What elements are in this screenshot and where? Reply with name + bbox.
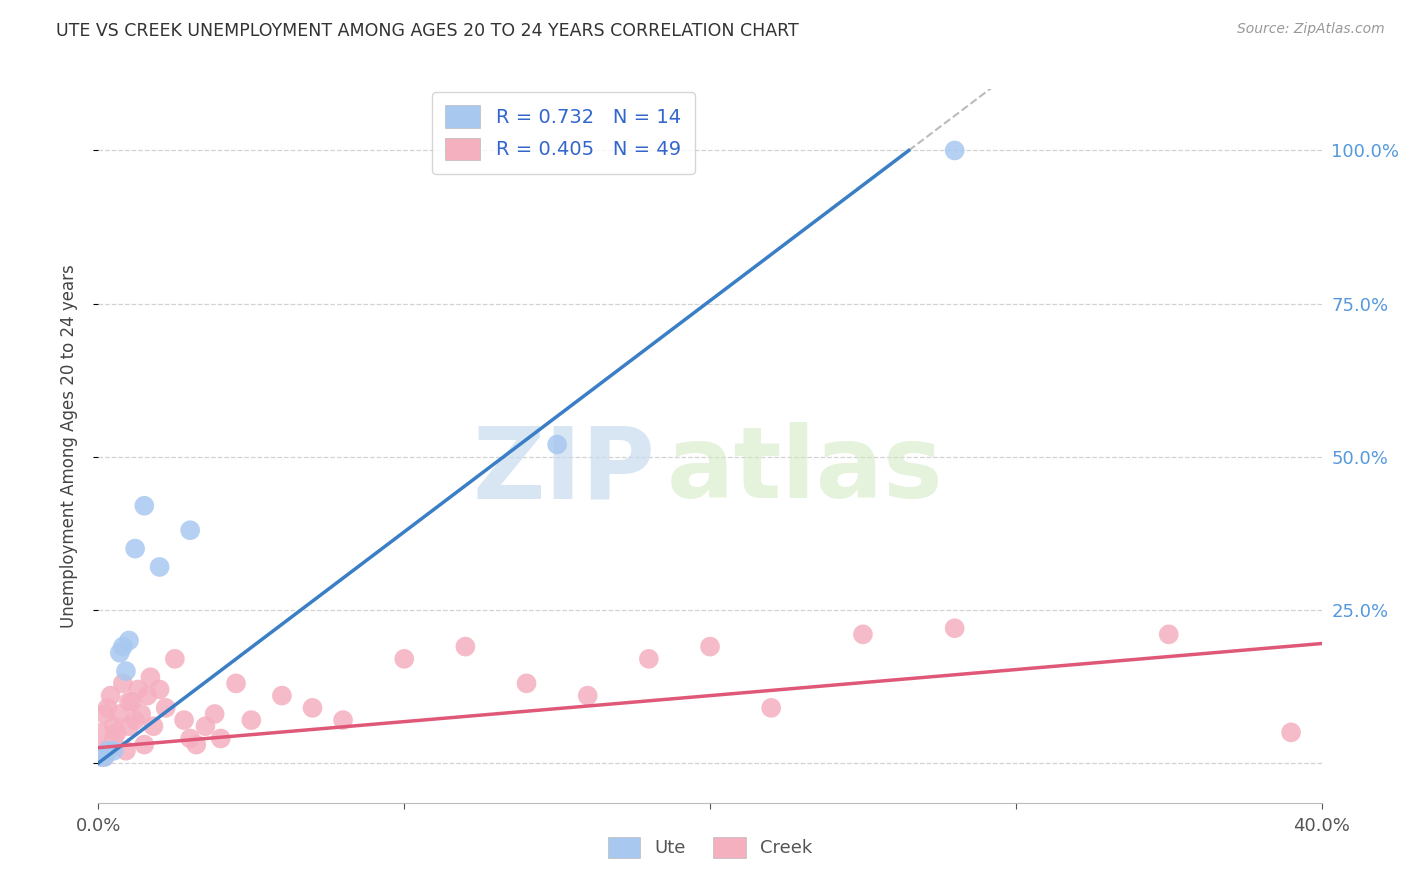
Point <box>124 541 146 556</box>
Legend: Ute, Creek: Ute, Creek <box>600 830 820 865</box>
Point <box>103 744 125 758</box>
Point <box>637 652 661 666</box>
Point <box>93 749 115 764</box>
Text: atlas: atlas <box>668 423 943 519</box>
Point <box>108 646 131 660</box>
Point <box>163 652 186 666</box>
Point <box>97 701 120 715</box>
Point <box>108 706 131 721</box>
Point <box>115 664 138 678</box>
Point <box>100 689 122 703</box>
Point <box>209 731 232 746</box>
Point <box>103 719 125 733</box>
Point <box>194 719 217 733</box>
Point <box>173 713 195 727</box>
Point <box>139 670 162 684</box>
Point <box>454 640 477 654</box>
Point <box>118 719 141 733</box>
Point <box>546 437 568 451</box>
Point <box>111 640 134 654</box>
Text: UTE VS CREEK UNEMPLOYMENT AMONG AGES 20 TO 24 YEARS CORRELATION CHART: UTE VS CREEK UNEMPLOYMENT AMONG AGES 20 … <box>56 22 799 40</box>
Point <box>240 713 263 727</box>
Point <box>270 689 292 703</box>
Point <box>699 640 721 654</box>
Point <box>332 713 354 727</box>
Point <box>1279 725 1302 739</box>
Point <box>111 676 134 690</box>
Point <box>105 725 128 739</box>
Point <box>142 719 165 733</box>
Point <box>943 144 966 158</box>
Point <box>134 738 156 752</box>
Point <box>186 738 208 752</box>
Point <box>1157 627 1180 641</box>
Point <box>149 560 172 574</box>
Point <box>155 701 177 715</box>
Point <box>90 749 112 764</box>
Point <box>204 706 226 721</box>
Point <box>90 744 112 758</box>
Point <box>516 676 538 690</box>
Point <box>97 744 120 758</box>
Point <box>392 652 416 666</box>
Point <box>124 713 146 727</box>
Point <box>93 749 115 764</box>
Point <box>90 749 112 764</box>
Text: Source: ZipAtlas.com: Source: ZipAtlas.com <box>1237 22 1385 37</box>
Point <box>103 731 125 746</box>
Point <box>121 695 143 709</box>
Point <box>127 682 149 697</box>
Y-axis label: Unemployment Among Ages 20 to 24 years: Unemployment Among Ages 20 to 24 years <box>59 264 77 628</box>
Point <box>179 523 201 537</box>
Text: ZIP: ZIP <box>472 423 655 519</box>
Point <box>118 695 141 709</box>
Point <box>301 701 323 715</box>
Point <box>93 706 115 721</box>
Point <box>759 701 782 715</box>
Point <box>179 731 201 746</box>
Point <box>149 682 172 697</box>
Point <box>129 706 152 721</box>
Point <box>136 689 159 703</box>
Point <box>134 499 156 513</box>
Point <box>115 744 138 758</box>
Point <box>852 627 875 641</box>
Point <box>225 676 247 690</box>
Point <box>943 621 966 635</box>
Point <box>97 744 120 758</box>
Point <box>576 689 599 703</box>
Point <box>90 725 112 739</box>
Point <box>118 633 141 648</box>
